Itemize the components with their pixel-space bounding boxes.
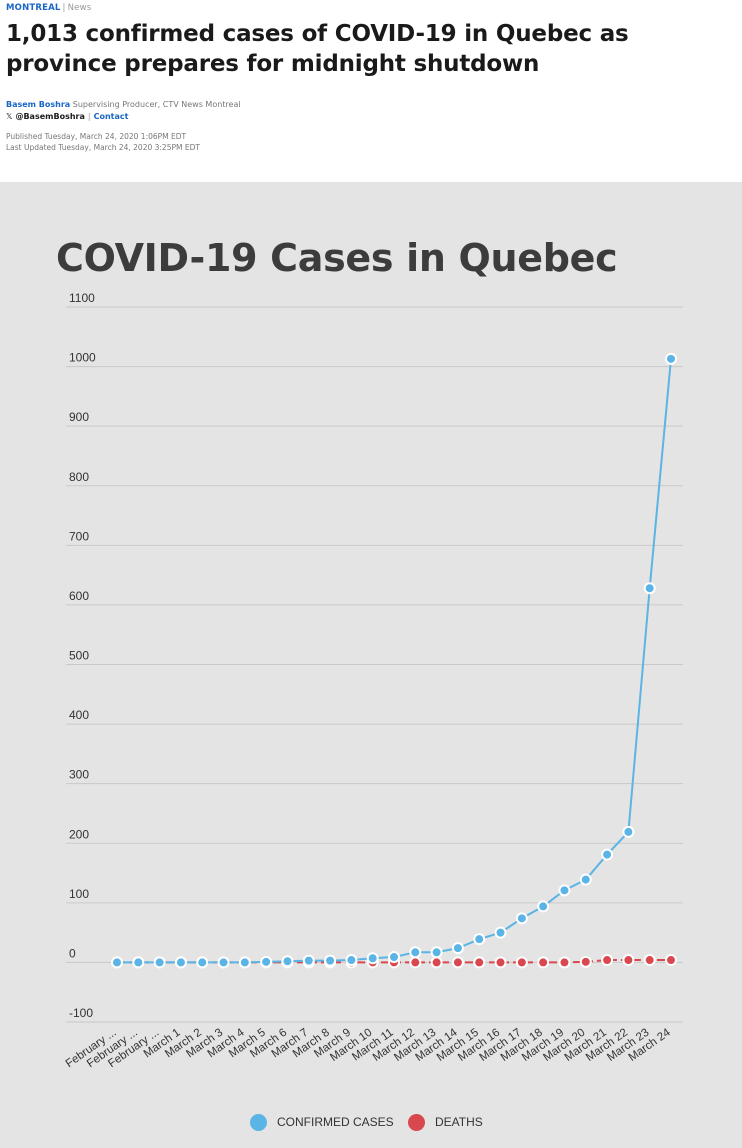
deaths-point [665,954,677,967]
confirmed-cases-point [665,352,677,365]
deaths-point [643,954,656,967]
deaths-point [537,956,550,969]
y-tick-label: 800 [69,470,89,484]
confirmed-cases-point [260,955,273,968]
confirmed-cases-point [324,954,337,967]
breadcrumb-section-link[interactable]: MONTREAL [6,3,61,13]
confirmed-cases-point [537,900,550,913]
confirmed-cases-point [302,954,315,967]
deaths-point [494,956,507,969]
confirmed-cases-point [473,933,486,946]
confirmed-cases-point [111,956,123,969]
legend-label-deaths: DEATHS [435,1115,483,1129]
line-chart: -100 0 100 200 300 400 500 600 700 800 900 1000 1100… [64,291,683,1070]
confirmed-cases-point [366,952,379,965]
deaths-point [451,956,464,969]
article-dates: Published Tuesday, March 24, 2020 1:06PM… [6,131,200,153]
confirmed-cases-point [430,946,443,959]
twitter-handle-link[interactable]: @BasemBoshra [15,112,85,121]
deaths-point [579,955,592,968]
author-social: 𝕏 @BasemBoshra | Contact [6,112,128,121]
y-tick-label: 400 [69,708,89,722]
confirmed-cases-point [558,884,571,897]
legend-swatch-confirmed [250,1113,267,1131]
confirmed-cases-point [238,956,251,969]
confirmed-cases-point [601,848,614,861]
y-tick-label: -100 [69,1006,93,1020]
legend-swatch-deaths [408,1113,425,1131]
confirmed-cases-point [345,954,358,967]
y-tick-label: 100 [69,887,89,901]
confirmed-cases-point [515,912,528,925]
confirmed-cases-point [217,956,230,969]
legend-label-confirmed: CONFIRMED CASES [277,1115,394,1129]
breadcrumb-separator: | [62,3,66,13]
article-headline: 1,013 confirmed cases of COVID-19 in Que… [6,21,629,77]
deaths-point [430,956,443,969]
y-tick-label: 200 [69,827,89,841]
social-separator: | [87,112,91,121]
deaths-point [558,956,571,969]
deaths-point [409,956,422,969]
chart-title: COVID-19 Cases in Quebec [56,236,618,280]
y-tick-label: 0 [69,946,76,960]
deaths-point [601,954,614,967]
y-tick-label: 1000 [69,351,96,365]
y-tick-label: 300 [69,768,89,782]
confirmed-cases-point [132,956,145,969]
author-link[interactable]: Basem Boshra [6,100,71,109]
deaths-point [622,954,635,967]
contact-link[interactable]: Contact [93,112,129,121]
deaths-point [515,956,528,969]
confirmed-cases-point [494,926,507,939]
y-tick-label: 600 [69,589,89,603]
published-date: Published Tuesday, March 24, 2020 1:06PM… [6,132,187,141]
legend-item-confirmed[interactable]: CONFIRMED CASES [250,1112,394,1132]
author-role: Supervising Producer, CTV News Montreal [72,100,241,109]
confirmed-cases-point [196,956,209,969]
confirmed-cases-point [153,956,166,969]
confirmed-cases-point [451,942,464,955]
y-tick-label: 500 [69,649,89,663]
confirmed-cases-point [409,946,422,959]
article-header: MONTREAL | News 1,013 confirmed cases of C… [0,0,742,182]
confirmed-cases-line [117,358,672,964]
breadcrumb: MONTREAL | News [6,3,91,13]
chart-legend: CONFIRMED CASES DEATHS [0,1112,742,1132]
deaths-point [473,956,486,969]
breadcrumb-category-link[interactable]: News [67,3,92,13]
confirmed-cases-point [174,956,187,969]
y-tick-label: 1100 [69,291,95,305]
byline: Basem Boshra Supervising Producer, CTV N… [6,100,241,109]
updated-date: Last Updated Tuesday, March 24, 2020 3:2… [6,143,200,152]
twitter-icon: 𝕏 [6,112,13,121]
confirmed-cases-point [281,955,294,968]
confirmed-cases-point [388,951,400,964]
y-tick-label: 700 [69,529,89,543]
legend-item-deaths[interactable]: DEATHS [408,1112,483,1132]
confirmed-cases-point [579,873,592,886]
confirmed-cases-point [622,825,635,838]
y-tick-label: 900 [69,410,89,424]
chart-panel: COVID-19 Cases in Quebec -100 0 100 200 300 4… [0,182,742,1148]
confirmed-cases-point [643,582,656,595]
